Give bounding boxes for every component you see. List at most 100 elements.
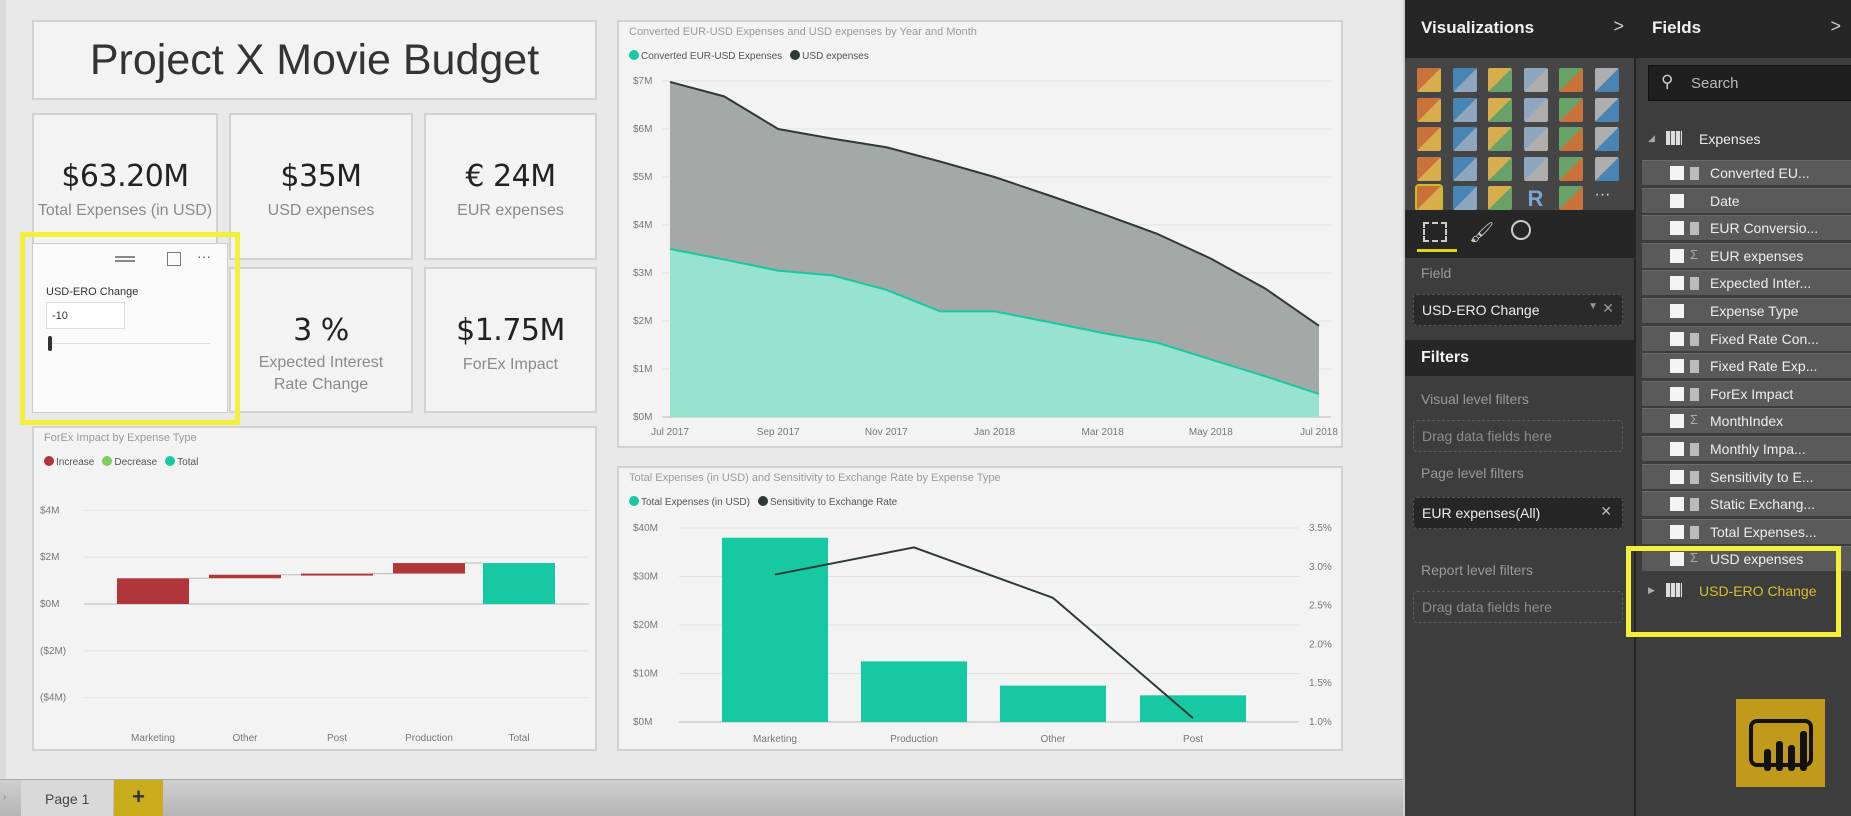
clustered-column-icon[interactable] — [1523, 68, 1548, 92]
field-checkbox[interactable] — [1670, 331, 1684, 346]
tab-page-1[interactable]: Page 1 — [21, 780, 113, 816]
field-item[interactable]: Monthly Impa... — [1642, 436, 1851, 461]
more-icon[interactable]: ··· — [1594, 186, 1611, 203]
expand-icon[interactable]: ▶ — [1648, 585, 1655, 595]
field-item[interactable]: Total Expenses... — [1642, 518, 1851, 544]
legend-sensitivity[interactable]: Sensitivity to Exchange Rate — [757, 496, 897, 508]
area-chart[interactable]: Converted EUR-USD Expenses and USD expen… — [617, 20, 1343, 448]
filled-map-icon[interactable] — [1594, 127, 1619, 151]
legend-total-expenses[interactable]: Total Expenses (in USD) — [629, 496, 750, 508]
analytics-magnifier-icon[interactable] — [1511, 220, 1531, 240]
100-column-icon[interactable] — [1594, 68, 1619, 92]
kpi-forex-impact[interactable]: $1.75M ForEx Impact — [424, 267, 597, 413]
combo-chart[interactable]: Total Expenses (in USD) and Sensitivity … — [617, 466, 1343, 751]
field-item[interactable]: Fixed Rate Exp... — [1642, 353, 1851, 379]
visual-filters-dropzone[interactable]: Drag data fields here — [1413, 420, 1623, 452]
field-checkbox[interactable] — [1670, 248, 1684, 263]
legend-usd[interactable]: USD expenses — [790, 50, 869, 62]
table-icon[interactable] — [1452, 186, 1477, 210]
search-input[interactable]: ⚲ Search — [1648, 65, 1851, 101]
kpi-eur-expenses[interactable]: € 24M EUR expenses — [424, 113, 597, 260]
report-filters-dropzone[interactable]: Drag data fields here — [1413, 591, 1623, 623]
clustered-bar-icon[interactable] — [1488, 68, 1512, 92]
format-paint-roller-icon[interactable]: 🖌 — [1469, 222, 1495, 244]
field-checkbox[interactable] — [1670, 414, 1684, 429]
field-item[interactable]: EUR Conversio... — [1642, 215, 1851, 241]
remove-field-icon[interactable]: ✕ — [1602, 300, 1614, 316]
legend-decrease[interactable]: Decrease — [102, 456, 157, 468]
page-filter-eur-expenses[interactable]: EUR expenses(All) ✕ — [1413, 497, 1623, 529]
drag-handle-icon[interactable] — [115, 256, 135, 262]
shape-map-icon[interactable] — [1417, 156, 1441, 181]
ribbon-chart-icon[interactable] — [1594, 97, 1619, 122]
map-icon[interactable] — [1559, 127, 1583, 151]
funnel-icon[interactable] — [1452, 156, 1477, 181]
pie-chart-icon[interactable] — [1452, 127, 1477, 151]
waterfall-chart[interactable]: ForEx Impact by Expense Type Increase De… — [32, 426, 597, 751]
field-item[interactable]: Expense Type — [1642, 298, 1851, 323]
donut-chart-icon[interactable] — [1488, 127, 1512, 151]
field-item[interactable]: Date — [1642, 187, 1851, 213]
scatter-icon[interactable] — [1417, 127, 1441, 151]
kpi-icon[interactable] — [1594, 156, 1619, 181]
legend-increase[interactable]: Increase — [44, 456, 94, 468]
dropdown-arrow-icon[interactable]: ▼ — [1588, 301, 1598, 312]
remove-filter-icon[interactable]: ✕ — [1600, 503, 1612, 519]
field-checkbox[interactable] — [1670, 276, 1684, 291]
field-checkbox[interactable] — [1670, 221, 1684, 236]
field-item[interactable]: Fixed Rate Con... — [1642, 325, 1851, 351]
matrix-icon[interactable] — [1488, 186, 1512, 210]
usd-ero-change-slicer[interactable]: ··· USD-ERO Change -10 — [32, 243, 228, 413]
field-item[interactable]: Static Exchang... — [1642, 491, 1851, 517]
field-item[interactable]: Σ EUR expenses — [1642, 242, 1851, 268]
expand-collapse-icon[interactable]: ◢ — [1648, 133, 1655, 143]
slicer-value-input[interactable]: -10 — [46, 302, 125, 329]
field-checkbox[interactable] — [1670, 386, 1684, 401]
collapse-chevron-icon[interactable]: > — [1830, 16, 1841, 36]
gauge-icon[interactable] — [1488, 156, 1512, 181]
legend-total[interactable]: Total — [165, 456, 198, 468]
field-item[interactable]: Sensitivity to E... — [1642, 463, 1851, 489]
table-usd-ero-change[interactable]: ▶ USD-ERO Change — [1636, 580, 1851, 606]
field-checkbox[interactable] — [1670, 469, 1684, 484]
r-visual-icon[interactable]: R — [1527, 186, 1544, 211]
line-chart-icon[interactable] — [1417, 97, 1441, 122]
field-item[interactable]: Converted EU... — [1642, 160, 1851, 185]
field-checkbox[interactable] — [1670, 497, 1684, 512]
stacked-column-icon[interactable] — [1452, 68, 1477, 92]
slicer-icon[interactable] — [1415, 184, 1443, 212]
kpi-interest-rate-change[interactable]: 3 % Expected Interest Rate Change — [229, 267, 413, 413]
globe-map-icon[interactable] — [1559, 186, 1583, 210]
fields-tab-icon[interactable] — [1423, 222, 1447, 242]
line-clustered-column-icon[interactable] — [1559, 97, 1583, 122]
card-icon[interactable] — [1523, 156, 1548, 181]
focus-mode-icon[interactable] — [167, 252, 181, 266]
table-expenses[interactable]: ◢ Expenses — [1636, 128, 1851, 154]
stacked-bar-icon[interactable] — [1417, 68, 1441, 92]
slider-track[interactable] — [48, 343, 210, 344]
field-checkbox[interactable] — [1670, 193, 1684, 208]
field-checkbox[interactable] — [1670, 359, 1684, 374]
scroll-left-icon[interactable]: › — [3, 792, 7, 803]
100-bar-icon[interactable] — [1559, 68, 1583, 92]
field-item[interactable]: ForEx Impact — [1642, 380, 1851, 406]
kpi-usd-expenses[interactable]: $35M USD expenses — [229, 113, 413, 260]
collapse-chevron-icon[interactable]: > — [1613, 16, 1624, 36]
multirow-card-icon[interactable] — [1559, 156, 1583, 181]
field-well-usd-ero-change[interactable]: USD-ERO Change ▼ ✕ — [1413, 294, 1623, 326]
legend-converted[interactable]: Converted EUR-USD Expenses — [629, 50, 782, 62]
field-item[interactable]: Σ MonthIndex — [1642, 408, 1851, 434]
field-checkbox[interactable] — [1670, 442, 1684, 456]
treemap-icon[interactable] — [1523, 127, 1548, 151]
field-checkbox[interactable] — [1670, 552, 1684, 567]
field-item[interactable]: Expected Inter... — [1642, 270, 1851, 296]
line-column-icon[interactable] — [1523, 97, 1548, 122]
slider-thumb[interactable] — [48, 336, 52, 351]
stacked-area-icon[interactable] — [1488, 97, 1512, 122]
add-page-button[interactable]: + — [114, 780, 163, 816]
field-checkbox[interactable] — [1670, 166, 1684, 180]
report-title-card[interactable]: Project X Movie Budget — [32, 20, 597, 100]
more-options-icon[interactable]: ··· — [197, 248, 211, 264]
area-chart-icon[interactable] — [1452, 97, 1477, 122]
field-checkbox[interactable] — [1670, 304, 1684, 318]
